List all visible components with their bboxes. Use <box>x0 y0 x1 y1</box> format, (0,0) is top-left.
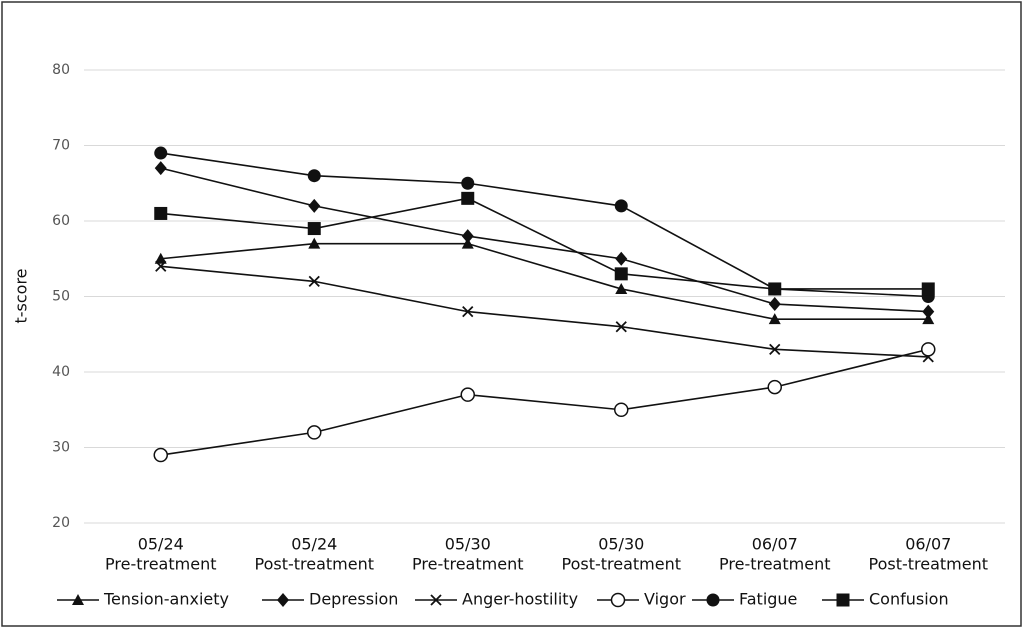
marker <box>154 146 168 160</box>
legend-label: Confusion <box>869 590 949 609</box>
legend-marker <box>706 593 720 607</box>
legend-label: Anger-hostility <box>462 590 578 609</box>
marker <box>768 297 781 312</box>
marker <box>922 313 935 325</box>
x-tick-label: Pre-treatment <box>719 555 830 574</box>
y-axis-label: t-score <box>12 268 31 323</box>
marker <box>615 282 628 294</box>
y-tick-label: 50 <box>52 289 70 305</box>
series-line <box>160 348 929 456</box>
marker <box>154 161 167 176</box>
marker <box>461 237 474 249</box>
x-tick-label: 05/30 <box>598 535 644 554</box>
x-tick-label: Pre-treatment <box>105 555 216 574</box>
marker <box>154 206 168 220</box>
x-tick-label: Post-treatment <box>868 555 988 574</box>
marker <box>153 447 168 463</box>
legend-label: Tension-anxiety <box>103 590 229 609</box>
legend-label: Vigor <box>644 590 686 609</box>
marker <box>615 321 627 333</box>
marker <box>155 260 167 272</box>
legend-marker <box>610 592 626 608</box>
x-tick-label: Post-treatment <box>561 555 681 574</box>
marker <box>614 267 628 281</box>
legend-marker <box>72 594 84 605</box>
marker <box>922 304 935 319</box>
marker <box>308 275 320 288</box>
marker <box>768 313 781 325</box>
y-tick-label: 40 <box>52 364 70 380</box>
marker <box>461 229 474 244</box>
y-tick-label: 20 <box>52 515 70 531</box>
legend-marker <box>836 593 850 607</box>
marker <box>921 342 936 357</box>
legend-marker <box>430 594 442 606</box>
marker <box>614 402 629 417</box>
marker <box>769 343 781 355</box>
series-line <box>160 167 929 313</box>
marker <box>768 282 782 296</box>
legend-label: Depression <box>309 590 398 609</box>
x-tick-label: 05/30 <box>445 535 491 554</box>
x-tick-label: Pre-treatment <box>412 555 523 574</box>
y-tick-label: 80 <box>52 62 70 78</box>
x-tick-label: 05/24 <box>138 535 184 554</box>
marker <box>614 199 628 213</box>
y-tick-label: 30 <box>52 440 70 456</box>
series-line <box>160 265 929 358</box>
marker <box>307 169 321 183</box>
marker <box>461 191 475 205</box>
y-tick-label: 70 <box>52 138 70 154</box>
marker <box>462 305 474 318</box>
x-tick-label: 06/07 <box>905 535 951 554</box>
x-tick-label: Post-treatment <box>254 555 374 574</box>
series-line <box>160 197 929 290</box>
marker <box>921 282 935 296</box>
marker <box>308 198 321 213</box>
marker <box>154 252 167 264</box>
marker <box>460 387 475 402</box>
marker <box>767 379 782 395</box>
marker <box>307 425 322 440</box>
x-tick-label: 05/24 <box>291 535 337 554</box>
y-tick-label: 60 <box>52 213 70 229</box>
legend-label: Fatigue <box>739 590 797 609</box>
series-line <box>160 242 929 320</box>
series-line <box>160 152 929 298</box>
x-tick-label: 06/07 <box>752 535 798 554</box>
legend-marker <box>277 593 289 607</box>
marker <box>308 237 321 249</box>
marker <box>615 251 628 266</box>
marker <box>461 176 475 190</box>
marker <box>307 222 321 236</box>
